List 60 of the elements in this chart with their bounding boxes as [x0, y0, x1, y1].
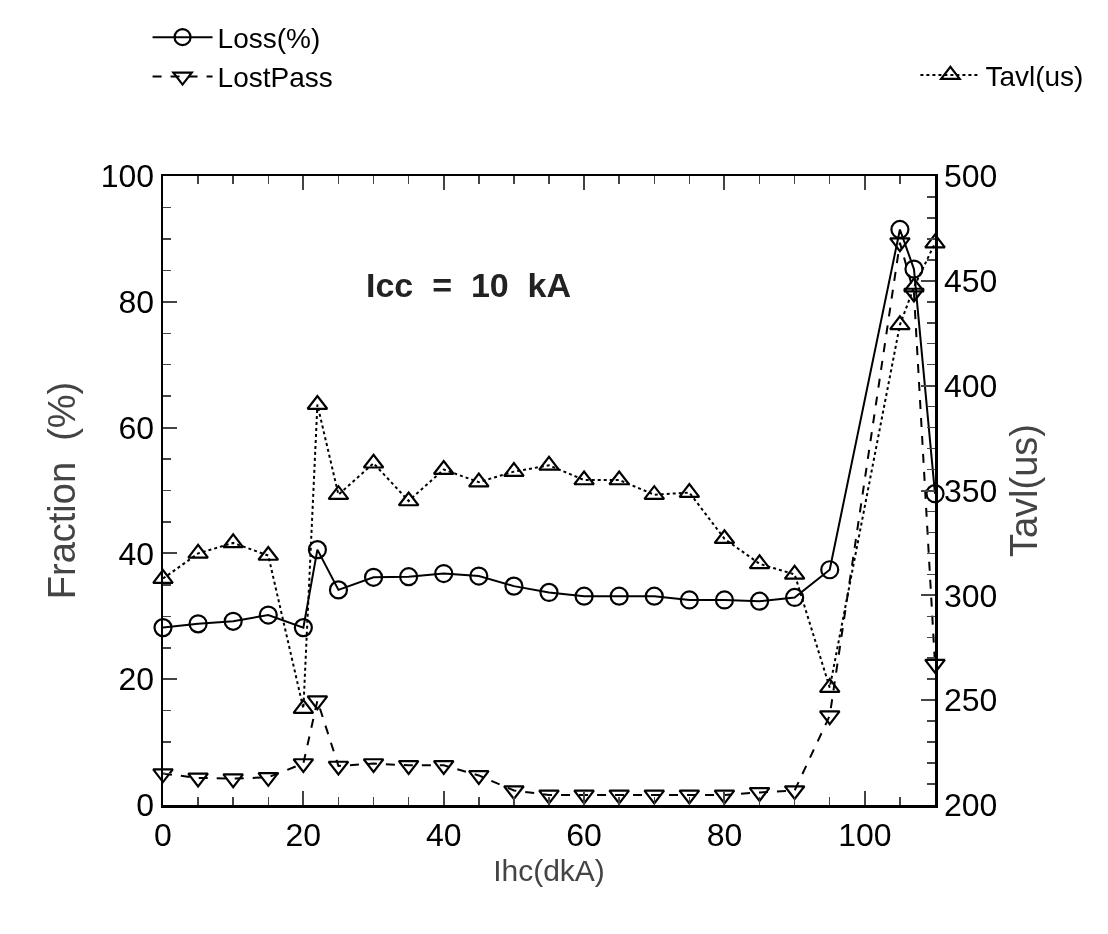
y-tick-label: 80 — [118, 284, 155, 320]
point — [152, 768, 174, 784]
point — [609, 586, 629, 606]
y2-tick-label: 250 — [943, 682, 998, 719]
x-tick-label: 100 — [838, 816, 892, 853]
annotation: Icc = 10 kA — [366, 266, 572, 304]
y2-tick-label: 400 — [943, 367, 998, 404]
point — [749, 591, 770, 611]
y2-tick-label: 450 — [943, 263, 998, 300]
point — [903, 277, 925, 293]
point — [293, 618, 313, 638]
y2-tick-label: 500 — [943, 158, 998, 195]
point — [573, 789, 595, 805]
point — [504, 576, 524, 596]
y2-tick-label: 300 — [943, 577, 998, 614]
point — [679, 590, 699, 610]
x-tick-label: 80 — [706, 816, 743, 853]
y-tick-label: 20 — [118, 661, 155, 698]
point — [187, 772, 209, 788]
point — [785, 587, 805, 608]
y2-tick-label: 350 — [943, 472, 998, 509]
point — [924, 233, 946, 249]
y2-axis-title: Tavl(us) — [1002, 423, 1045, 558]
point — [538, 789, 560, 805]
legend-label: LostPass — [217, 62, 333, 94]
point — [307, 540, 327, 560]
point — [399, 567, 419, 587]
point — [223, 611, 243, 631]
point — [434, 563, 454, 584]
y-tick-label: 100 — [100, 158, 155, 195]
x-tick-label: 20 — [285, 816, 322, 853]
x-tick-label: 40 — [425, 816, 462, 853]
y-axis-title: Fraction (%) — [40, 381, 83, 600]
point — [153, 618, 173, 638]
legend-label: Tavl(us) — [985, 60, 1084, 92]
point — [258, 605, 278, 625]
x-tick-label: 60 — [566, 816, 602, 853]
point — [925, 484, 945, 504]
point — [573, 470, 595, 486]
point — [574, 586, 594, 606]
point — [924, 658, 946, 674]
point — [503, 785, 525, 801]
point — [363, 567, 384, 587]
point — [539, 582, 559, 602]
point — [187, 543, 209, 559]
x-axis-title: Ihc(dkA) — [493, 853, 605, 887]
y-tick-label: 40 — [118, 535, 155, 572]
y2-tick-label: 200 — [943, 787, 998, 824]
point — [152, 568, 174, 584]
point — [644, 586, 664, 606]
point — [469, 566, 489, 586]
point — [328, 580, 349, 600]
y-tick-label: 0 — [136, 787, 155, 824]
y-tick-label: 60 — [118, 409, 155, 446]
point — [188, 614, 208, 634]
point — [889, 315, 911, 331]
legend-label: Loss(%) — [217, 23, 321, 55]
point — [538, 455, 560, 471]
point — [820, 560, 840, 580]
point — [714, 590, 735, 610]
